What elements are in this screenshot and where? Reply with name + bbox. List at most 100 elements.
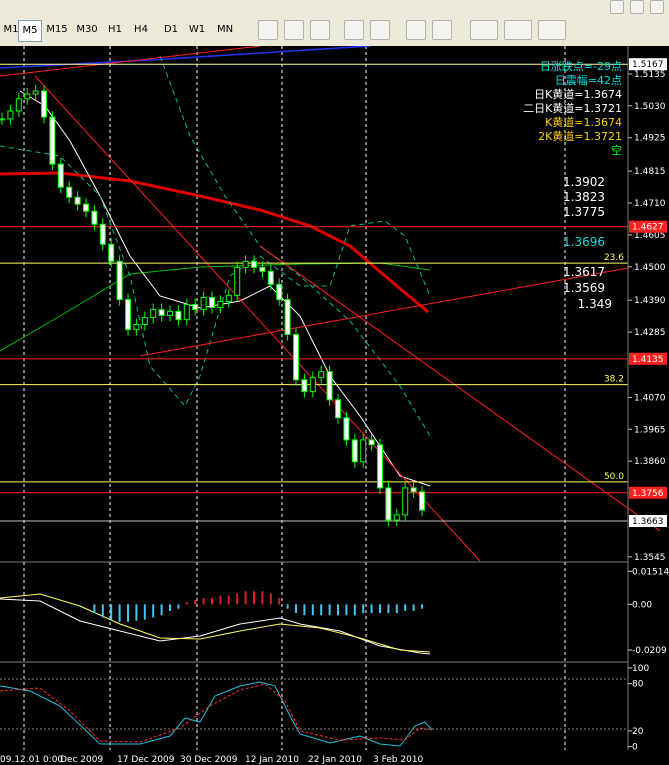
candle-body <box>402 487 409 516</box>
candle-body <box>343 417 350 441</box>
tool-icon[interactable] <box>432 20 452 40</box>
y-tick-label: 1.4390 <box>634 296 666 306</box>
macd-bar <box>421 604 423 609</box>
candle-body <box>125 299 131 331</box>
annotation: 日K黄道=1.3674 <box>534 87 622 101</box>
x-tick-label: 30 Dec 2009 <box>180 755 238 765</box>
candle-body <box>91 210 98 225</box>
y-tick-label: 1.4815 <box>634 167 666 177</box>
candle-body <box>377 444 383 489</box>
macd-bar <box>379 604 381 614</box>
candle-body <box>217 300 224 308</box>
date-axis <box>0 750 669 765</box>
macd-bar <box>311 604 314 616</box>
annotation: 1.3823 <box>563 190 605 204</box>
y-tick-label: 1.3965 <box>634 425 666 435</box>
window-close[interactable] <box>650 0 664 14</box>
timeframe-button[interactable]: D1 <box>163 24 179 35</box>
x-tick-label: Dec 2009 <box>60 755 103 765</box>
y-tick-label: 20 <box>632 727 644 737</box>
y-tick-label: 0.01514 <box>632 567 669 577</box>
candle-body <box>259 266 266 272</box>
annotation: 1.3569 <box>563 281 605 295</box>
annotation: K黄道=1.3674 <box>545 115 622 129</box>
tool-icon[interactable] <box>470 20 498 40</box>
price-marker <box>629 486 667 499</box>
macd-bar <box>269 593 272 605</box>
price-marker-label: 1.3756 <box>632 489 664 499</box>
y-tick-label: 1.3860 <box>634 457 666 467</box>
timeframe-button[interactable]: W1 <box>188 24 206 35</box>
toolbar: M1 M5 M15 M30 H1 H4 D1 W1 MN <box>0 0 669 47</box>
y-tick-label: 1.4285 <box>634 328 666 338</box>
price-marker-label: 1.3663 <box>632 517 664 527</box>
price-marker <box>629 352 667 365</box>
x-tick-label: 3 Feb 2010 <box>373 755 424 765</box>
tool-icon[interactable] <box>258 20 278 40</box>
tool-icon[interactable] <box>406 20 426 40</box>
candle-body <box>385 487 392 521</box>
tool-icon[interactable] <box>370 20 390 40</box>
candle-body <box>74 196 81 205</box>
tool-icon[interactable] <box>538 20 566 40</box>
candle-body <box>209 296 215 308</box>
annotation: 二日K黄道=1.3721 <box>523 101 622 115</box>
macd-bar <box>185 602 188 605</box>
timeframe-button[interactable]: MN <box>216 24 234 35</box>
price-marker-label: 1.5167 <box>632 60 664 70</box>
candle-body <box>15 98 22 112</box>
macd-bar <box>177 604 180 609</box>
timeframe-button[interactable]: M30 <box>76 24 98 35</box>
candle-body <box>83 203 89 212</box>
candle-body <box>326 371 333 401</box>
candle-body <box>116 260 123 301</box>
x-tick-label: 12 Jan 2010 <box>245 755 299 765</box>
macd-bar <box>101 604 104 618</box>
timeframe-button[interactable]: M15 <box>46 24 68 35</box>
macd-bar <box>337 604 339 616</box>
candle-body <box>309 377 316 393</box>
price-marker <box>629 220 667 233</box>
macd-bar <box>253 591 255 605</box>
macd-bar <box>93 604 96 614</box>
candle-body <box>419 491 425 511</box>
macd-bar <box>278 597 281 605</box>
annotation: 1.3775 <box>563 205 605 219</box>
macd-bar <box>169 604 171 611</box>
y-tick-label: 1.4925 <box>634 134 666 144</box>
annotation: 1.3617 <box>563 265 605 279</box>
y-tick-label: 80 <box>632 680 644 690</box>
timeframe-button[interactable]: M5 <box>18 20 42 42</box>
macd-bar <box>127 604 129 622</box>
macd-bar <box>320 604 323 616</box>
macd-bar <box>362 604 365 614</box>
candle-body <box>141 317 148 326</box>
fib-label: 50.0 <box>604 472 624 482</box>
timeframe-button[interactable]: H1 <box>108 24 122 35</box>
candle-body <box>225 294 232 302</box>
tool-icon[interactable] <box>284 20 304 40</box>
macd-bar <box>110 604 113 620</box>
candle-body <box>251 260 257 268</box>
timeframe-button[interactable]: H4 <box>134 24 148 35</box>
candle-body <box>276 283 283 301</box>
price-marker <box>629 514 667 527</box>
annotation: 1.349 <box>578 297 612 311</box>
price-marker-label: 1.4135 <box>632 355 664 365</box>
tool-icon[interactable] <box>504 20 532 40</box>
y-tick-label: 1.5030 <box>634 102 666 112</box>
candle-body <box>293 334 299 381</box>
tool-icon[interactable] <box>310 20 330 40</box>
macd-bar <box>353 604 356 616</box>
tool-icon[interactable] <box>344 20 364 40</box>
window-minimize[interactable] <box>610 0 624 14</box>
window-restore[interactable] <box>630 0 644 14</box>
annotation: 日涨跌点=-29点 <box>540 59 622 73</box>
macd-bar <box>295 604 297 614</box>
annotation: 2K黄道=1.3721 <box>538 129 622 143</box>
fib-label: 38.2 <box>604 375 624 385</box>
timeframe-button[interactable]: M1 <box>3 24 19 35</box>
y-tick-label: 1.4605 <box>634 231 666 241</box>
candle-body <box>192 303 199 311</box>
